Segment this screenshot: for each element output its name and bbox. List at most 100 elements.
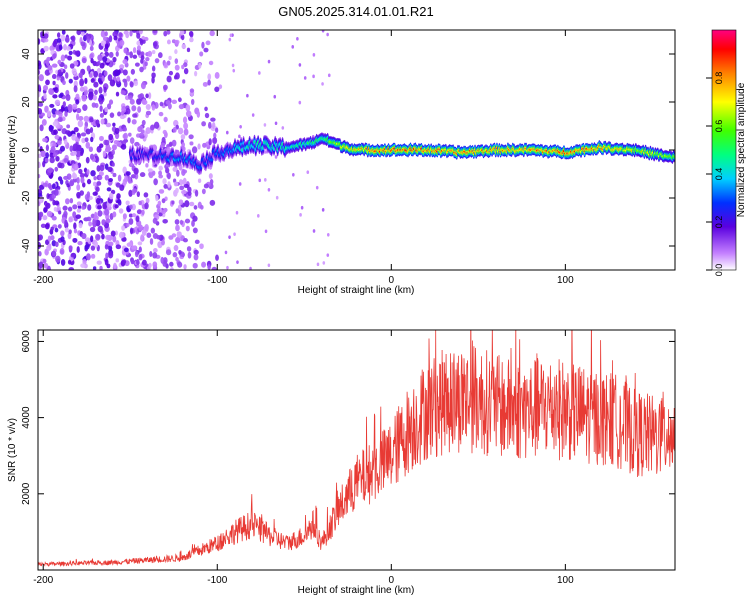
- spectrogram-noise-cell: [99, 265, 103, 270]
- spectrogram-noise-cell: [146, 232, 152, 238]
- spectrogram-noise-cell: [75, 99, 80, 105]
- spectrogram-noise-cell: [118, 32, 123, 38]
- spectrogram-noise-cell: [45, 144, 49, 152]
- spectrogram-noise-cell: [65, 94, 71, 102]
- spectrogram-noise-cell: [94, 89, 98, 95]
- spectrogram-noise-cell: [166, 75, 172, 83]
- spectrogram-noise-cell: [152, 41, 158, 47]
- spectrogram-noise-cell: [51, 63, 58, 68]
- spectrogram-noise-cell: [137, 106, 142, 113]
- spectrogram-noise-cell: [177, 97, 182, 103]
- spectrogram-noise-cell: [167, 181, 171, 188]
- spectrogram-noise-cell: [145, 127, 151, 135]
- spectrogram-noise-cell: [125, 107, 131, 115]
- spectrogram-noise-cell: [47, 167, 54, 174]
- spectrogram-noise-cell: [139, 172, 146, 178]
- spectrogram-noise-cell: [117, 111, 122, 117]
- spectrogram-noise-cell: [123, 247, 129, 253]
- spectrogram-noise-cell: [80, 31, 85, 36]
- spectrogram-noise-cell: [129, 227, 134, 235]
- spectrogram-noise-cell: [49, 103, 55, 108]
- spectrogram-noise-cell: [183, 62, 188, 68]
- spectrogram-noise-cell: [145, 163, 149, 168]
- spectrogram-noise-cell: [140, 234, 144, 242]
- spectrogram-noise-cell: [108, 178, 114, 183]
- spectrogram-noise-cell: [111, 149, 115, 156]
- spectrogram-noise-cell: [108, 153, 114, 160]
- spectrogram-noise-cell: [76, 30, 82, 36]
- spectrogram-noise-cell: [38, 142, 41, 148]
- spectrogram-noise-cell: [114, 132, 120, 140]
- spectrogram-noise-cell: [163, 184, 168, 189]
- spectrogram-xtick-label: 0: [389, 275, 395, 286]
- spectrogram-noise-cell: [115, 182, 121, 188]
- spectrogram-noise-cell: [180, 134, 186, 140]
- spectrogram-noise-cell: [110, 230, 116, 237]
- spectrogram-noise-cell: [82, 182, 86, 188]
- spectrogram-noise-cell: [71, 133, 77, 141]
- spectrogram-noise-cell: [86, 169, 90, 176]
- spectrogram-noise-cell: [171, 139, 177, 147]
- spectrogram-noise-cell: [210, 117, 216, 122]
- spectrogram-noise-cell: [208, 173, 213, 179]
- spectrogram-noise-cell: [119, 231, 125, 239]
- spectrogram-noise-cell: [66, 124, 71, 129]
- spectrogram-noise-cell: [108, 99, 114, 105]
- spectrogram-noise-cell: [78, 168, 83, 175]
- spectrogram-noise-cell: [104, 174, 110, 181]
- spectrogram-noise-cell: [49, 157, 55, 164]
- spectrogram-noise-cell: [57, 59, 62, 65]
- spectrogram-noise-cell: [174, 64, 180, 71]
- spectrogram-noise-cell: [79, 86, 85, 92]
- spectrogram-ridge-cell: [253, 140, 256, 144]
- spectrogram-noise-cell: [207, 73, 212, 81]
- spectrogram-noise-cell: [179, 185, 185, 191]
- spectrogram-noise-cell: [52, 152, 58, 158]
- spectrogram-noise-cell: [136, 98, 142, 105]
- spectrogram-noise-cell: [108, 245, 113, 252]
- spectrogram-noise-cell: [107, 74, 113, 82]
- spectrogram-noise-cell: [135, 215, 140, 223]
- spectrogram-noise-cell: [102, 150, 107, 158]
- spectrogram-noise-cell: [38, 74, 44, 82]
- spectrogram-noise-cell: [192, 262, 198, 269]
- spectrogram-noise-cell: [67, 259, 72, 265]
- spectrogram-noise-cell: [267, 187, 271, 192]
- spectrogram-noise-cell: [85, 141, 91, 149]
- spectrogram-noise-cell: [197, 178, 202, 183]
- spectrogram-noise-cell: [204, 106, 208, 112]
- spectrogram-noise-cell: [72, 173, 78, 180]
- spectrogram-noise-cell: [122, 259, 127, 265]
- spectrogram-noise-cell: [78, 72, 83, 78]
- snr-ticks: -200 -100 0 100 2000 4000 6000: [21, 330, 675, 586]
- spectrogram-noise-cell: [120, 90, 126, 95]
- spectrogram-noise-cell: [89, 45, 94, 52]
- spectrogram-noise-cell: [38, 84, 41, 91]
- spectrogram-noise-cell: [152, 261, 158, 268]
- spectrogram-noise-cell: [43, 85, 49, 91]
- spectrogram-noise-cell: [152, 233, 159, 240]
- spectrogram-noise-cell: [326, 32, 329, 37]
- spectrogram-noise-cell: [84, 77, 88, 85]
- spectrogram-noise-cell: [83, 167, 88, 173]
- spectrogram-noise-cell: [151, 49, 156, 55]
- spectrogram-noise-cell: [209, 30, 215, 37]
- spectrogram-noise-cell: [189, 201, 195, 207]
- spectrogram-noise-cell: [38, 251, 42, 257]
- spectrogram-noise-cell: [134, 62, 140, 67]
- spectrogram-noise-cell: [103, 36, 108, 42]
- spectrogram-noise-cell: [84, 237, 91, 243]
- spectrogram-noise-cell: [52, 142, 57, 148]
- spectrogram-noise-cell: [213, 132, 217, 139]
- spectrogram-noise-cell: [119, 64, 125, 70]
- spectrogram-noise-cell: [48, 125, 54, 131]
- spectrogram-noise-cell: [56, 32, 61, 38]
- spectrogram-noise-cell: [64, 219, 68, 227]
- spectrogram-noise-cell: [188, 30, 194, 37]
- spectrogram-noise-cell: [131, 213, 137, 218]
- spectrogram-noise-cell: [129, 30, 133, 37]
- spectrogram-noise-cell: [168, 70, 174, 76]
- spectrogram-noise-cell: [60, 34, 66, 42]
- spectrogram-noise-cell: [105, 218, 111, 224]
